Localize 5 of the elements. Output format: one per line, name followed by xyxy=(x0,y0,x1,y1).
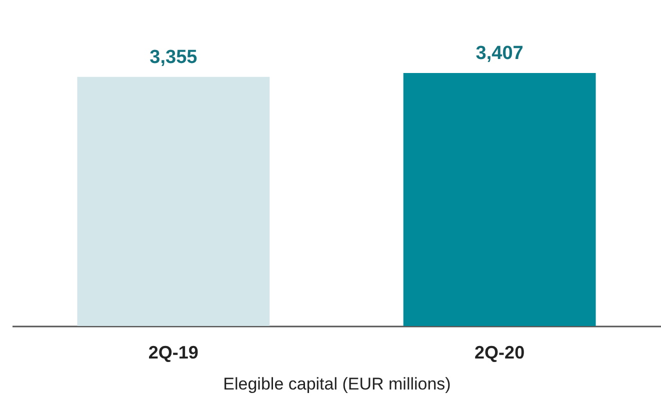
data-label: 3,355 xyxy=(150,46,198,68)
x-axis-title: Elegible capital (EUR millions) xyxy=(223,374,451,394)
data-label: 3,407 xyxy=(476,43,524,64)
x-tick-label: 2Q-19 xyxy=(148,342,198,362)
x-tick-label: 2Q-20 xyxy=(474,342,525,362)
